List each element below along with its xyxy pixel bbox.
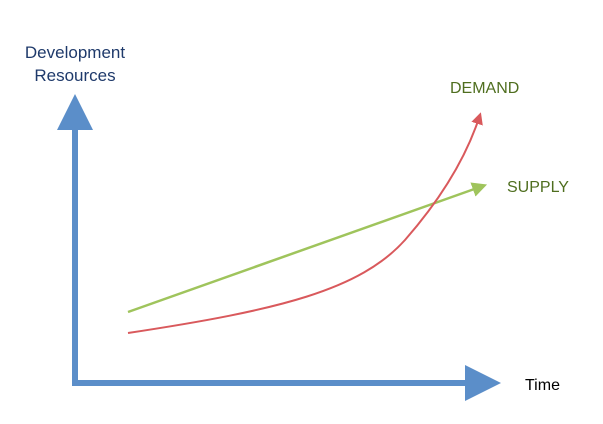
supply-line xyxy=(127,182,488,314)
demand-curve xyxy=(127,112,483,334)
supply-label: SUPPLY xyxy=(507,179,569,196)
y-axis-label-line-2: Resources xyxy=(34,66,116,85)
x-axis-label: Time xyxy=(525,377,560,394)
y-axis-label-line-1: Development xyxy=(24,43,126,62)
demand-label: DEMAND xyxy=(450,80,520,97)
